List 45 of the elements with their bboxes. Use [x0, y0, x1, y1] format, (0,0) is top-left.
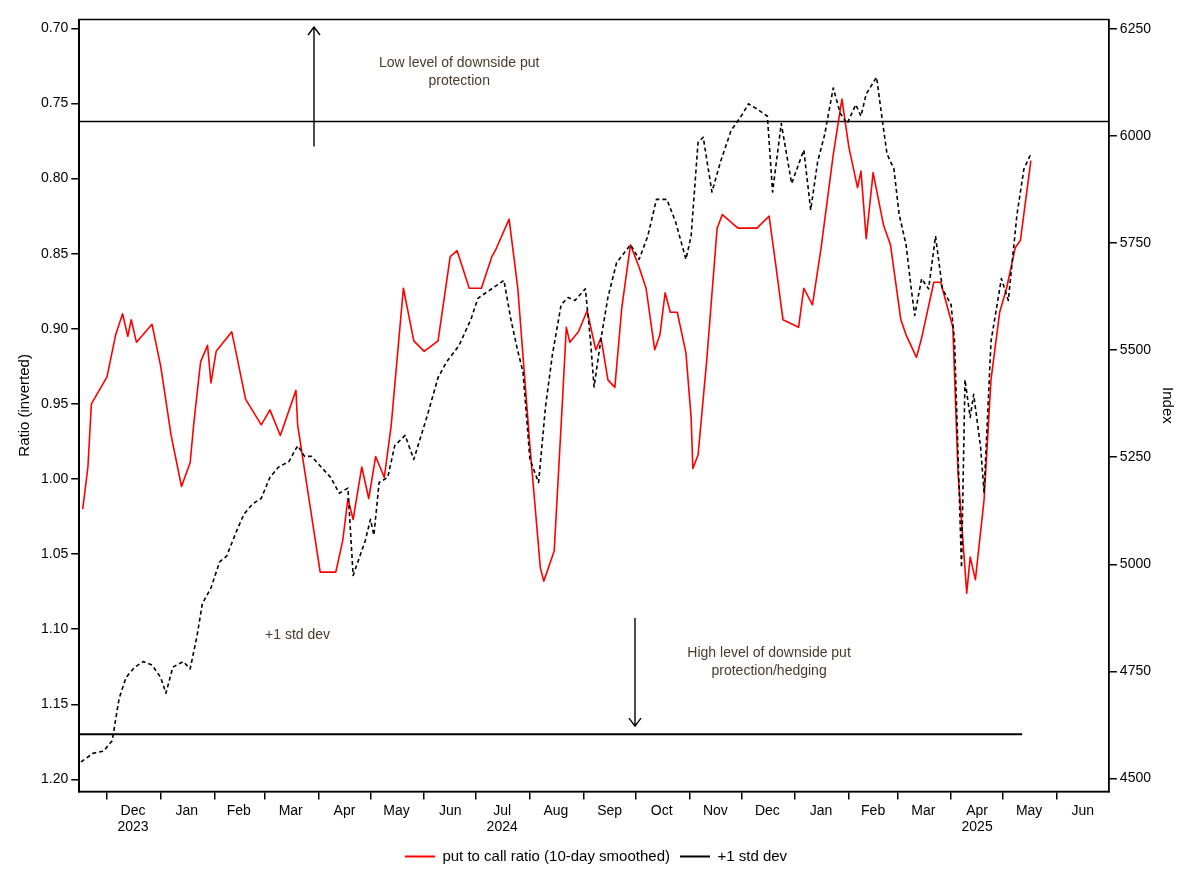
y-tick-label: 1.00	[41, 469, 69, 486]
y2-tick-label: 4750	[1119, 662, 1152, 679]
x-tick-label: Feb	[861, 801, 886, 818]
y2-axis-title: Index	[1159, 387, 1177, 425]
x-tick-label: Dec	[754, 801, 780, 818]
annotation: +1 std dev	[265, 626, 331, 643]
y-tick-label: 0.70	[41, 19, 69, 36]
legend-label: +1 std dev	[717, 846, 788, 864]
annotation: Low level of downside put protection	[379, 53, 540, 88]
x-tick-label: Jun	[438, 801, 462, 818]
x-tick-label: Jun	[1071, 801, 1095, 818]
y2-tick-label: 4500	[1119, 769, 1152, 786]
x-tick-label: Jan	[175, 801, 198, 818]
x-tick-label: May	[383, 801, 410, 818]
y2-tick-label: 5750	[1119, 233, 1152, 250]
x-tick-label: Feb	[226, 801, 251, 818]
x-tick-label: Jan	[809, 801, 833, 818]
annotation: High level of downside put protection/hedging	[687, 643, 851, 678]
y-tick-label: 1.15	[41, 695, 69, 712]
y-tick-label: 0.85	[41, 244, 69, 261]
y2-tick-label: 6250	[1119, 19, 1152, 36]
y-tick-label: 1.05	[41, 544, 69, 561]
x-tick-label: Aug	[543, 801, 569, 818]
x-tick-label: Mar	[911, 801, 936, 818]
y-tick-label: 0.90	[41, 319, 69, 336]
x-tick-label: Apr	[333, 801, 356, 818]
x-tick-label: Nov	[702, 801, 728, 818]
x-tick-label: Apr 2025	[961, 801, 993, 835]
x-tick-label: Dec 2023	[117, 801, 149, 835]
y-tick-label: 1.20	[41, 770, 69, 787]
x-tick-label: Sep	[597, 801, 623, 818]
legend-label: put to call ratio (10-day smoothed)	[442, 846, 670, 864]
x-tick-label: Mar	[278, 801, 304, 818]
y2-tick-label: 5500	[1119, 340, 1152, 357]
y-tick-label: 0.95	[41, 394, 69, 411]
y2-tick-label: 5000	[1119, 555, 1152, 572]
x-tick-label: Oct	[650, 801, 673, 818]
y-axis-title: Ratio (inverted)	[15, 354, 33, 457]
y2-tick-label: 6000	[1119, 126, 1152, 143]
y2-tick-label: 5250	[1119, 448, 1152, 465]
y-tick-label: 0.75	[41, 94, 69, 111]
y-tick-label: 1.10	[41, 620, 69, 637]
x-tick-label: Jul 2024	[486, 801, 518, 835]
x-tick-label: May	[1015, 801, 1043, 818]
y-tick-label: 0.80	[41, 169, 69, 186]
